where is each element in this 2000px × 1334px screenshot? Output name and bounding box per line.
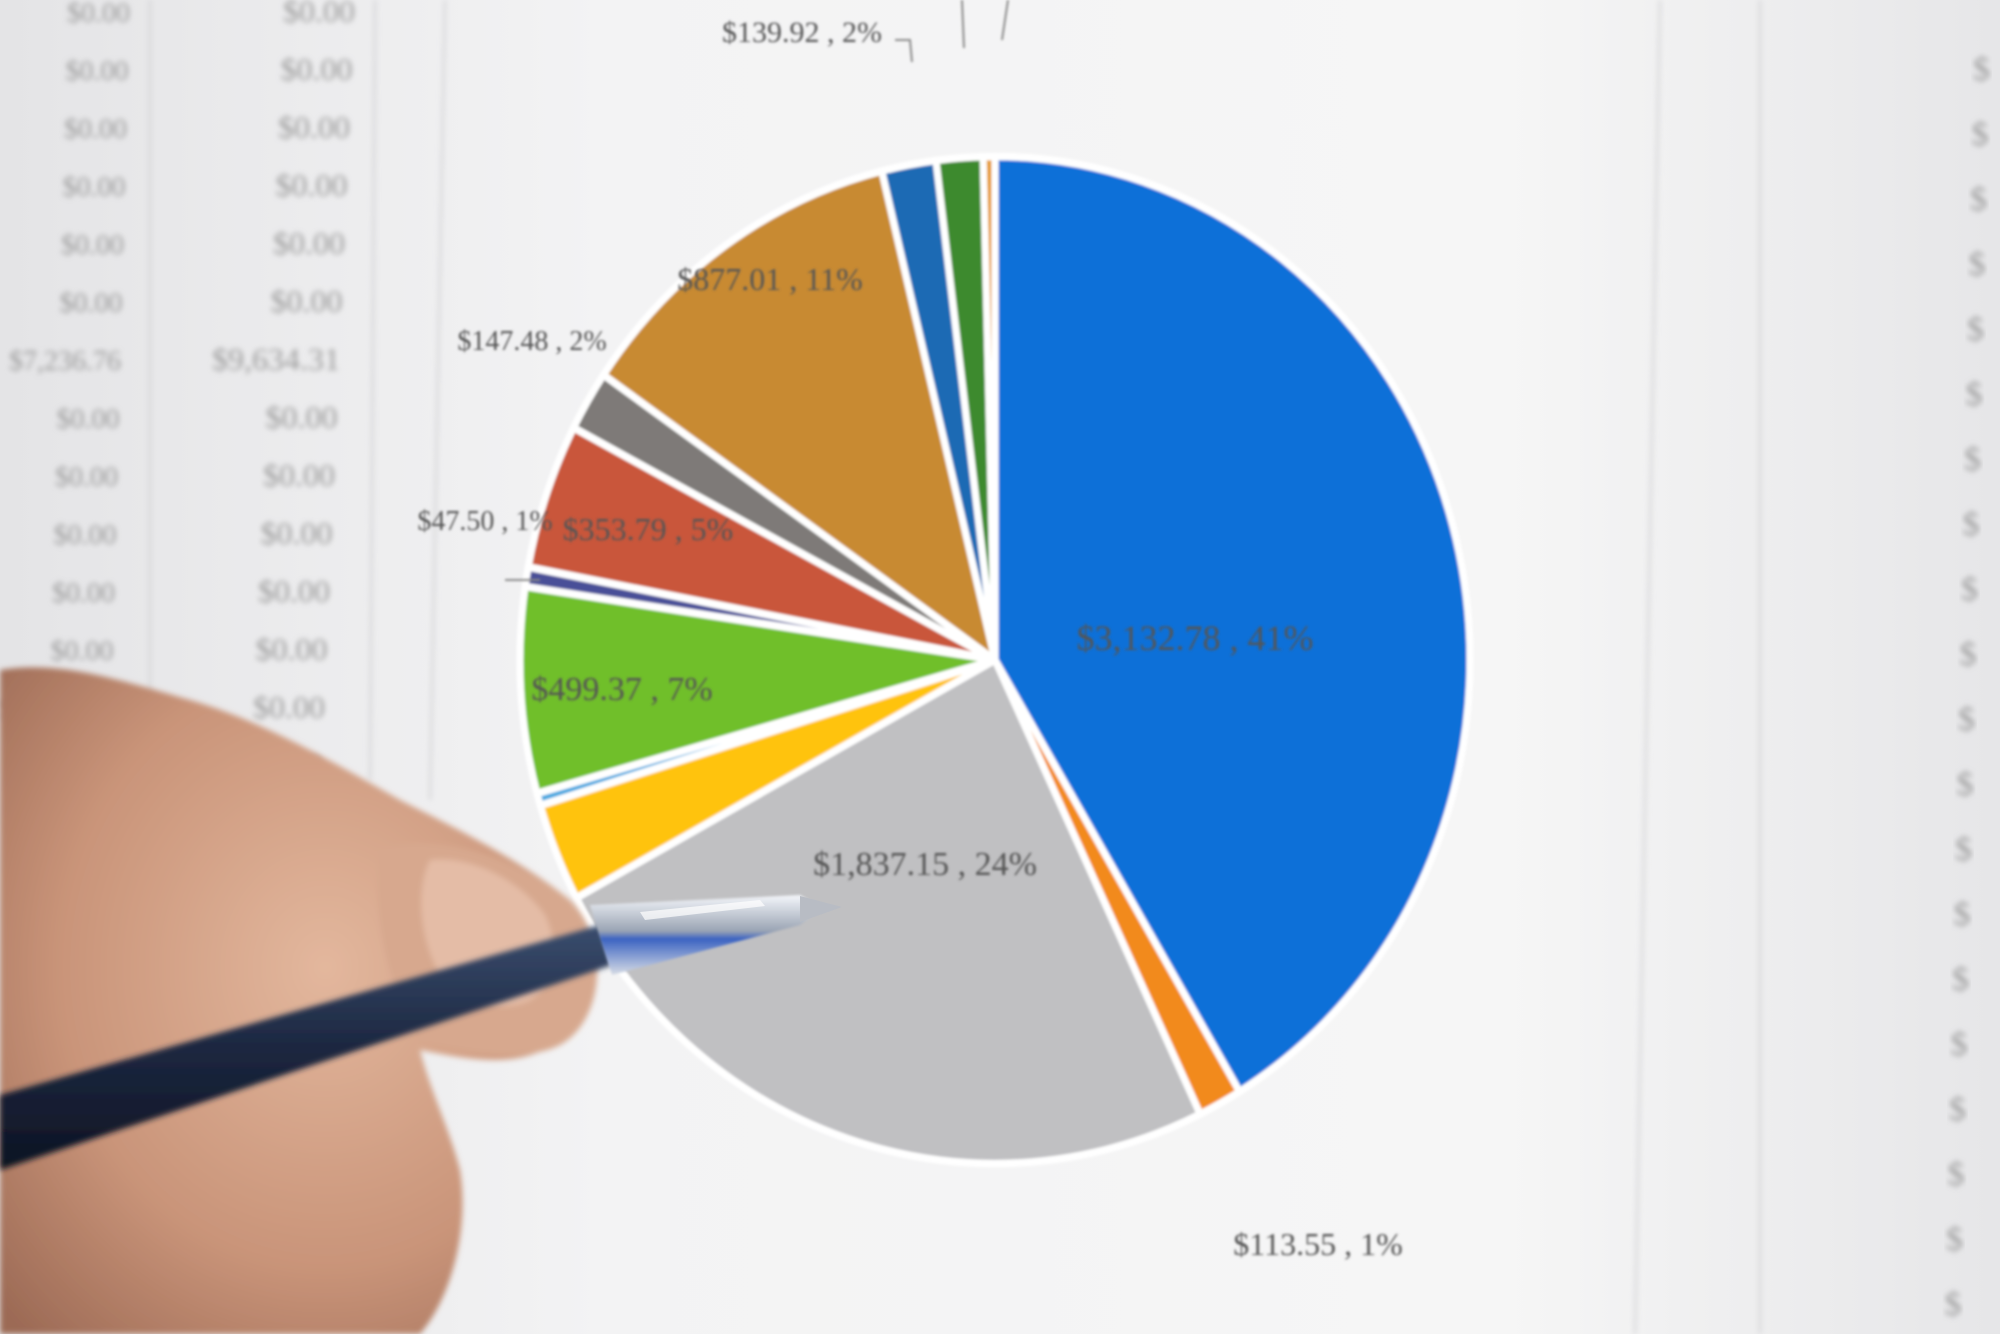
sheet-cell: $ — [1952, 961, 1969, 998]
slice-label: $877.01 , 11% — [677, 261, 862, 297]
slice-label: $113.55 , 1% — [1233, 1226, 1402, 1262]
sheet-cell: $ — [1963, 506, 1980, 543]
pie-slice — [516, 582, 999, 798]
sheet-cell: $ — [1964, 441, 1981, 478]
sheet-cell: $ — [1970, 181, 1987, 218]
sheet-cell: $0.00 — [52, 578, 115, 609]
sheet-cell: $ — [1946, 1221, 1963, 1258]
slice-label: $3,132.78 , 41% — [1077, 618, 1314, 658]
slice-label: $147.48 , 2% — [457, 326, 606, 357]
sheet-cell: $0.00 — [261, 515, 333, 551]
sheet-cell: $0.00 — [266, 399, 338, 435]
sheet-cell: $ — [1955, 831, 1972, 868]
slice-label: $1,837.15 , 24% — [813, 846, 1037, 883]
sheet-cell: $0.00 — [55, 462, 118, 493]
sheet-cell: $ — [1954, 896, 1971, 933]
sheet-cell: $9,634.31 — [212, 341, 340, 377]
sheet-cell: $0.00 — [51, 636, 114, 667]
sheet-cell: $0.00 — [61, 230, 124, 261]
sheet-cell: $0.00 — [281, 51, 353, 87]
sheet-cell: $0.00 — [276, 167, 348, 203]
sheet-cell: $0.00 — [278, 109, 350, 145]
slice-label: $353.79 , 5% — [563, 511, 734, 547]
sheet-cell: $ — [1949, 1091, 1966, 1128]
slice-label: $499.37 , 7% — [531, 671, 712, 708]
sheet-cell: $ — [1973, 51, 1990, 88]
sheet-cell: $ — [1966, 376, 1983, 413]
sheet-cell: $ — [1957, 766, 1974, 803]
sheet-cell: $ — [1958, 701, 1975, 738]
sheet-cell: $0.00 — [67, 0, 130, 29]
pie-slice — [991, 152, 1474, 1096]
hand-with-pen — [0, 667, 842, 1334]
sheet-cell: $0.00 — [273, 225, 345, 261]
slice-labels: $3,132.78 , 41% $113.55 , 1% $1,837.15 , 2… — [417, 16, 1402, 1262]
pie-slice — [572, 656, 1204, 1168]
sheet-cell: $0.00 — [64, 114, 127, 145]
sheet-cell: $0.00 — [57, 404, 120, 435]
slice-label: $47.50 , 1% — [417, 506, 552, 537]
sheet-cell: $7,236.76 — [9, 346, 121, 377]
sheet-cell: $ — [1948, 1156, 1965, 1193]
pie-chart — [516, 152, 1474, 1168]
leader-lines — [505, 0, 1009, 581]
sheet-cell: $ — [1961, 571, 1978, 608]
sheet-cell: $0.00 — [60, 288, 123, 319]
sheet-cell: $0.00 — [283, 0, 355, 29]
sheet-cell: $0.00 — [253, 689, 325, 725]
sheet-cell: $ — [1960, 636, 1977, 673]
sheet-cell: $ — [1951, 1026, 1968, 1063]
sheet-cell: $0.00 — [271, 283, 343, 319]
pie-slice — [979, 152, 999, 664]
sheet-cell: $0.00 — [63, 172, 126, 203]
slice-label: $139.92 , 2% — [722, 16, 882, 49]
sheet-cell: $0.00 — [258, 573, 330, 609]
pie-slice — [600, 167, 999, 664]
sheet-cell: $0.00 — [263, 457, 335, 493]
sheet-cell: $0.00 — [66, 56, 129, 87]
sheet-cell: $ — [1945, 1286, 1962, 1323]
sheet-cell: $0.00 — [54, 520, 117, 551]
spreadsheet-right: $ $ $ $ $ $ $ $ $ $ $ $ $ $ $ $ $ $ $ $ — [1634, 0, 2000, 1334]
sheet-cell: $ — [1969, 246, 1986, 283]
sheet-cell: $0.00 — [256, 631, 328, 667]
sheet-cell: $ — [1967, 311, 1984, 348]
sheet-cell: $ — [1972, 116, 1989, 153]
